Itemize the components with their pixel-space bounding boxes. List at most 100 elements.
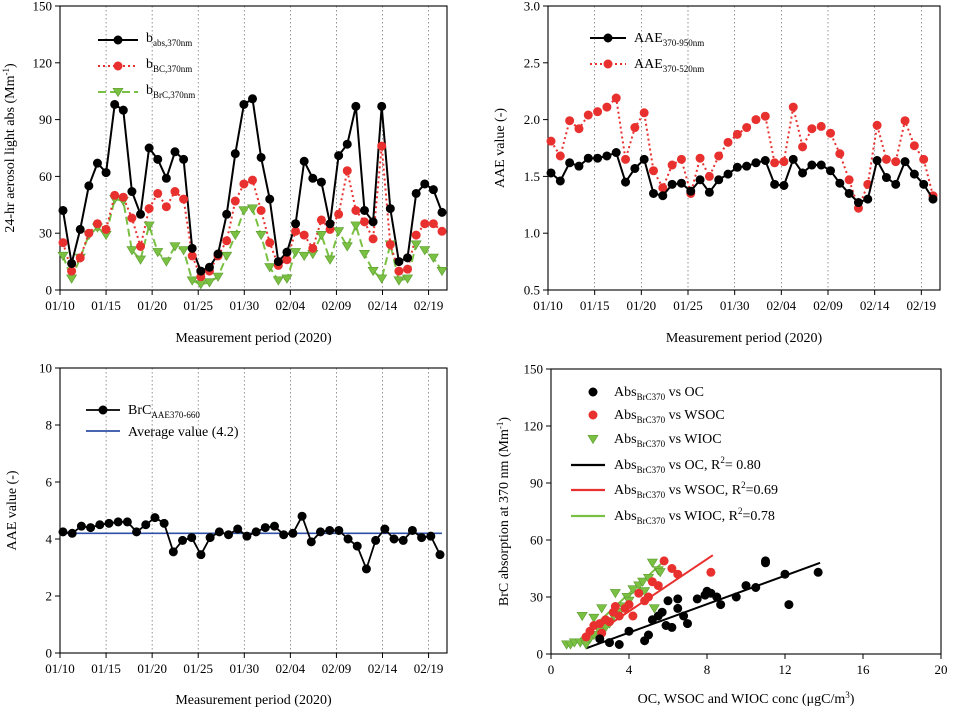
y-tick-label-4: 4 <box>46 532 53 547</box>
point-bc-30 <box>316 215 326 225</box>
x-tick-label-01-10: 01/10 <box>45 298 75 313</box>
point-brc-32 <box>333 227 345 237</box>
point-brc-aae-5 <box>104 518 114 528</box>
x-axis-title-tail: ) <box>850 692 855 707</box>
point-brc-16 <box>195 280 207 290</box>
point-370-520nm-1 <box>555 151 565 161</box>
scatter-wioc-17 <box>637 577 649 587</box>
y-axis-title-main: 24-hr aerosol light abs (Mm <box>3 75 18 232</box>
point-brc-aae-37 <box>398 535 408 545</box>
x-tick-label-01-10: 01/10 <box>533 298 563 313</box>
legend-label-0-sub: BrC370 <box>637 392 666 402</box>
point-abs-14 <box>179 154 189 164</box>
plot-frame <box>547 5 941 291</box>
point-brc-aae-4 <box>95 520 105 530</box>
x-tick-label-02-14: 02/14 <box>368 661 398 676</box>
legend-label-0-main: AAE <box>634 31 663 46</box>
point-bc-15 <box>187 251 197 261</box>
y-axis-title: AAE value (-) <box>493 108 508 188</box>
legend-fit-label-2-sub: BrC370 <box>637 516 666 526</box>
point-370-950nm-20 <box>732 162 742 172</box>
legend-label-0-main: Abs <box>614 385 637 400</box>
plot-frame <box>59 5 448 291</box>
legend-fit-label-1-tail: =0.69 <box>746 483 778 498</box>
x-axis-title: Measurement period (2020) <box>175 693 332 708</box>
point-370-520nm-18 <box>714 151 724 161</box>
point-370-950nm-37 <box>891 179 901 189</box>
scatter-wioc-22 <box>576 611 588 622</box>
scatter-oc-12 <box>673 603 683 613</box>
point-brc-aae-15 <box>196 550 206 560</box>
point-370-950nm-30 <box>826 166 836 176</box>
point-370-520nm-11 <box>648 166 658 176</box>
point-370-520nm-4 <box>583 110 593 120</box>
point-brc-aae-8 <box>132 527 142 537</box>
y-tick-label-8: 8 <box>46 418 53 433</box>
x-tick-label-02-19: 02/19 <box>414 298 444 313</box>
y-axis-title: 24-hr aerosol light abs (Mm-1) <box>1 63 18 233</box>
scatter-oc-2 <box>614 639 624 649</box>
point-370-950nm-2 <box>565 158 575 168</box>
legend-marker-1 <box>603 59 613 69</box>
point-370-950nm-27 <box>798 168 808 178</box>
point-370-950nm-29 <box>816 160 826 170</box>
point-370-520nm-20 <box>732 129 742 139</box>
legend-label-0: babs,370nm <box>146 31 192 48</box>
point-brc-15 <box>186 276 198 286</box>
point-370-950nm-19 <box>723 169 733 179</box>
point-370-950nm-0 <box>546 168 556 178</box>
point-abs-42 <box>420 179 430 189</box>
point-abs-27 <box>291 219 301 229</box>
y-axis-title-tail: ) <box>3 63 18 68</box>
scatter-oc-27 <box>813 567 823 577</box>
y-tick-label-90: 90 <box>39 112 52 127</box>
scatter-oc-22 <box>751 582 761 592</box>
point-370-950nm-6 <box>602 151 612 161</box>
point-brc-aae-31 <box>343 534 353 544</box>
legend-label-1: bBC,370nm <box>146 57 192 74</box>
scatter-oc-5 <box>643 630 653 640</box>
point-brc-25 <box>272 276 284 286</box>
point-370-950nm-17 <box>704 187 714 197</box>
scatter-oc-26 <box>784 600 794 610</box>
point-bc-34 <box>351 205 361 215</box>
point-abs-13 <box>170 147 180 157</box>
x-tick-label-02-09: 02/09 <box>813 298 843 313</box>
y-axis-title-main: AAE value (-) <box>493 108 508 188</box>
point-abs-30 <box>316 177 326 187</box>
point-brc-19 <box>221 251 233 261</box>
y-axis-title-tail: ) <box>497 417 512 422</box>
point-370-950nm-31 <box>835 178 845 188</box>
scatter-wioc-15 <box>627 585 639 595</box>
point-bc-40 <box>403 264 413 274</box>
point-bc-11 <box>153 188 163 198</box>
x-tick-label-02-09: 02/09 <box>322 661 352 676</box>
legend-fit-label-0-sup: 2 <box>720 455 725 465</box>
plot-frame <box>59 367 448 654</box>
legend-fit-label-1-sup: 2 <box>741 480 746 490</box>
scatter-oc-20 <box>731 592 741 602</box>
point-370-520nm-32 <box>844 175 854 185</box>
y-tick-label-30: 30 <box>530 590 543 605</box>
point-brc-23 <box>255 231 267 241</box>
point-brc-aae-36 <box>389 534 399 544</box>
legend-label-1-suffix: vs WSOC <box>665 408 725 423</box>
y-tick-label-90: 90 <box>530 476 543 491</box>
legend-label-0: AAE370-950nm <box>634 31 704 48</box>
legend-label-0: BrCAAE370-660 <box>128 403 200 420</box>
x-tick-label-01-15: 01/15 <box>91 661 121 676</box>
point-brc-13 <box>169 242 181 252</box>
point-bc-44 <box>437 226 447 236</box>
point-brc-30 <box>315 231 327 241</box>
point-abs-21 <box>239 99 249 109</box>
point-abs-0 <box>58 205 68 215</box>
legend-label-1-main: b <box>146 57 153 72</box>
scatter-wioc-19 <box>646 558 658 568</box>
y-tick-label-0_5: 0.5 <box>524 283 540 298</box>
legend-fit-label-0-main: Abs <box>614 458 637 473</box>
point-370-950nm-25 <box>779 180 789 190</box>
point-370-950nm-38 <box>900 157 910 167</box>
point-abs-3 <box>84 181 94 191</box>
legend-fit-label-1-sub: BrC370 <box>637 490 666 500</box>
point-bc-35 <box>359 217 369 227</box>
